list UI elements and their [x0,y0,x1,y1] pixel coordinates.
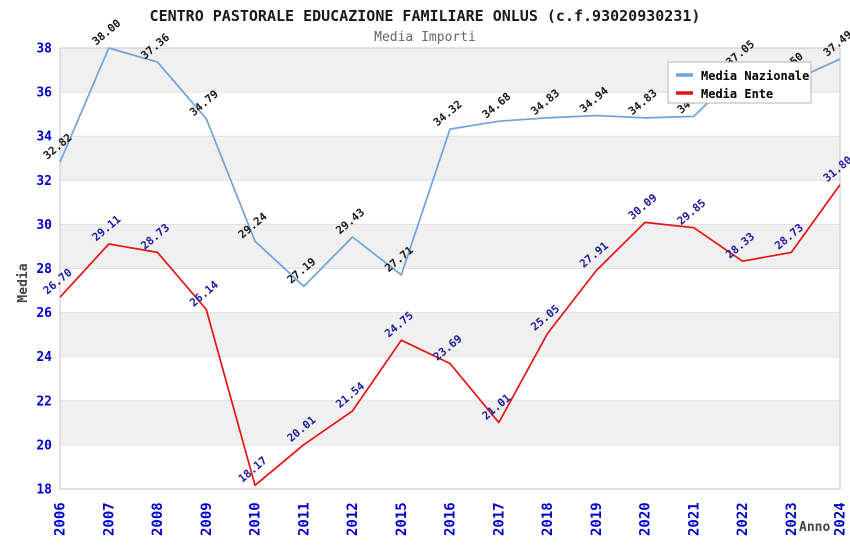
y-axis-title: Media [16,263,31,302]
data-point-label: 34.68 [480,90,514,121]
data-point-label: 34.32 [431,98,465,129]
y-tick-label: 30 [36,218,52,233]
data-point-label: 30.09 [626,191,660,222]
x-tick-label: 2015 [394,502,410,536]
legend-box [667,61,812,104]
y-tick-label: 34 [36,130,52,145]
x-tick-label: 2023 [784,502,800,536]
x-tick-label: 2021 [686,502,702,536]
x-tick-label: 2011 [296,502,312,536]
x-tick-label: 2012 [345,502,361,536]
chart-title: CENTRO PASTORALE EDUCAZIONE FAMILIARE ON… [150,7,701,25]
x-tick-label: 2020 [638,502,654,536]
legend: Media Nazionale Media Ente [667,61,812,104]
x-tick-label: 2022 [735,502,751,536]
y-tick-label: 26 [36,306,52,321]
series-line-ente [59,184,841,487]
x-tick-label: 2016 [443,502,459,536]
x-tick-label: 2008 [150,502,166,536]
x-tick-label: 2009 [199,502,215,536]
y-tick-label: 36 [36,86,52,101]
data-point-label: 18.17 [236,454,270,485]
y-tick-label: 24 [36,350,52,365]
x-tick-label: 2010 [248,502,264,536]
x-tick-label: 2006 [53,502,69,536]
x-tick-label: 2024 [833,502,849,536]
x-tick-label: 2019 [589,502,605,536]
y-tick-label: 18 [36,483,52,498]
x-tick-label: 2007 [101,502,117,536]
chart-subtitle: Media Importi [374,30,476,45]
x-tick-label: 2018 [540,502,556,536]
legend-label-nazionale: Media Nazionale [701,69,809,83]
data-point-label: 38.00 [90,17,124,48]
plot-border [59,47,841,490]
y-tick-label: 38 [36,42,52,57]
x-axis-title: Anno [799,520,830,535]
data-point-label: 29.85 [675,196,709,227]
grid-band [60,312,840,357]
y-tick-label: 28 [36,262,52,277]
x-tick-label: 2017 [491,502,507,536]
y-tick-label: 32 [36,174,52,189]
grid-band [60,400,840,445]
y-tick-label: 22 [36,394,52,409]
grid-band [60,224,840,269]
legend-label-ente: Media Ente [701,87,773,101]
grid-band [60,136,840,181]
y-tick-label: 20 [36,438,52,453]
